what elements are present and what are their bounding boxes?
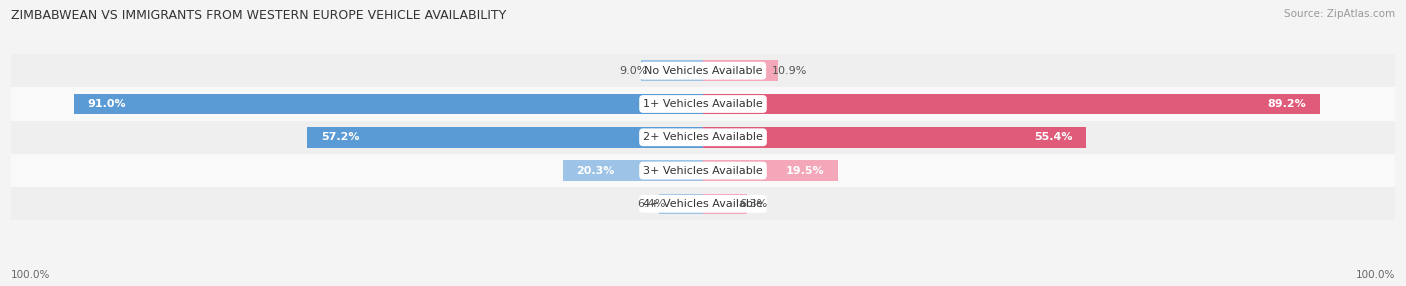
Bar <box>703 194 747 214</box>
Bar <box>11 187 1395 221</box>
Text: No Vehicles Available: No Vehicles Available <box>644 66 762 76</box>
Bar <box>562 160 703 181</box>
Bar <box>11 54 1395 87</box>
Bar <box>11 154 1395 187</box>
Text: 19.5%: 19.5% <box>786 166 824 176</box>
Bar <box>703 94 1320 114</box>
Text: 100.0%: 100.0% <box>1355 270 1395 280</box>
Bar <box>703 127 1087 148</box>
Text: ZIMBABWEAN VS IMMIGRANTS FROM WESTERN EUROPE VEHICLE AVAILABILITY: ZIMBABWEAN VS IMMIGRANTS FROM WESTERN EU… <box>11 9 506 21</box>
Text: 100.0%: 100.0% <box>11 270 51 280</box>
Bar <box>308 127 703 148</box>
Text: Source: ZipAtlas.com: Source: ZipAtlas.com <box>1284 9 1395 19</box>
Text: 6.4%: 6.4% <box>637 199 665 209</box>
Text: 6.3%: 6.3% <box>740 199 768 209</box>
Bar <box>73 94 703 114</box>
Text: 10.9%: 10.9% <box>772 66 807 76</box>
Bar <box>659 194 703 214</box>
Text: 89.2%: 89.2% <box>1267 99 1306 109</box>
Bar <box>703 160 838 181</box>
Text: 91.0%: 91.0% <box>87 99 127 109</box>
Text: 20.3%: 20.3% <box>576 166 614 176</box>
Text: 9.0%: 9.0% <box>619 66 648 76</box>
Bar <box>703 60 779 81</box>
Bar <box>11 121 1395 154</box>
Text: 4+ Vehicles Available: 4+ Vehicles Available <box>643 199 763 209</box>
Text: 1+ Vehicles Available: 1+ Vehicles Available <box>643 99 763 109</box>
Text: 2+ Vehicles Available: 2+ Vehicles Available <box>643 132 763 142</box>
Text: 3+ Vehicles Available: 3+ Vehicles Available <box>643 166 763 176</box>
Text: 57.2%: 57.2% <box>321 132 360 142</box>
Bar <box>641 60 703 81</box>
Bar <box>11 87 1395 121</box>
Text: 55.4%: 55.4% <box>1033 132 1073 142</box>
